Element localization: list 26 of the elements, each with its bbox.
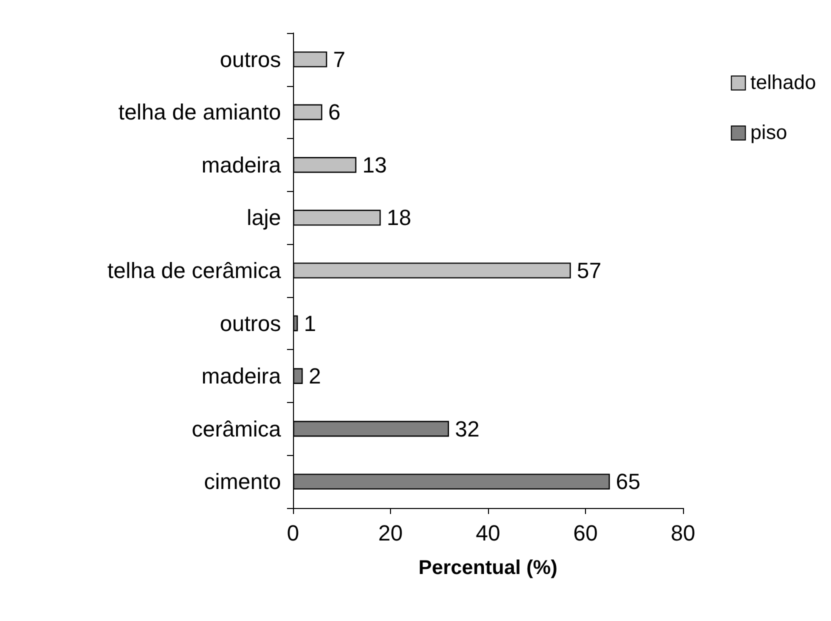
data-label: 13 [362,152,387,178]
y-tick-label: cimento [204,469,281,494]
y-tick-label: laje [246,205,281,230]
data-label: 6 [328,100,340,125]
x-tick-label: 80 [670,520,696,546]
y-tick-label: outros [220,310,281,336]
x-tick-label: 20 [378,520,403,546]
data-label: 18 [386,205,412,230]
data-label: 7 [333,46,346,72]
x-tick-label: 60 [573,520,598,546]
data-label: 2 [308,364,321,389]
x-axis-title: Percentual (%) [418,557,558,579]
y-tick-label: telha de amianto [118,100,281,125]
y-tick-label: outros [220,46,281,72]
y-tick-label: madeira [202,364,282,389]
data-label: 1 [304,310,316,336]
x-tick-label: 40 [476,520,500,546]
data-label: 65 [616,469,640,494]
legend-label: piso [750,122,788,144]
y-tick-label: telha de cerâmica [107,258,282,283]
y-tick-label: cerâmica [192,416,282,442]
data-label: 32 [455,416,480,442]
y-tick-label: madeira [202,152,282,178]
x-tick-label: 0 [286,520,300,546]
legend-label: telhado [750,72,816,94]
data-label: 57 [576,258,602,283]
